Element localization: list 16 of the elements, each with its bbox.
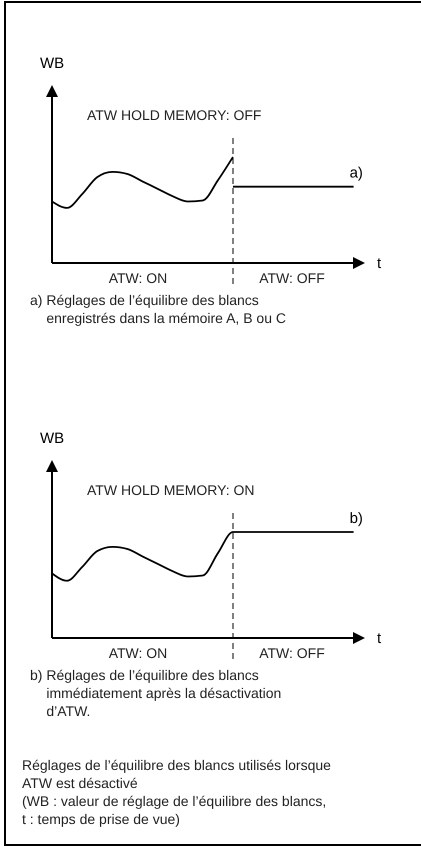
- x-axis-title: t: [377, 255, 382, 272]
- x-axis-title: t: [377, 630, 382, 647]
- text: ATW: OFF: [259, 270, 325, 286]
- text: ATW HOLD MEMORY: OFF: [87, 107, 262, 123]
- text: a) Réglages de l’équilibre des blancs enregistrés dans la mémoire A, B ou C: [30, 292, 286, 326]
- series-label: b): [350, 510, 363, 527]
- text: ATW: ON: [108, 645, 168, 661]
- text: (WB : valeur de réglage de l’équilibre des blancs, t : temps de prise de vue): [22, 793, 326, 827]
- text: ATW: ON: [108, 270, 168, 286]
- y-axis-title: WB: [40, 430, 64, 447]
- text: ATW HOLD MEMORY: ON: [87, 482, 254, 498]
- text: Réglages de l’équilibre des blancs utilisés lorsque ATW est désactivé: [22, 757, 332, 791]
- series-label: a): [350, 164, 363, 182]
- text: b) Réglages de l’équilibre des blancs immédiatement après la désactivation d’ATW.: [30, 667, 282, 719]
- text: ATW: OFF: [259, 645, 325, 661]
- y-axis-title: WB: [40, 55, 64, 72]
